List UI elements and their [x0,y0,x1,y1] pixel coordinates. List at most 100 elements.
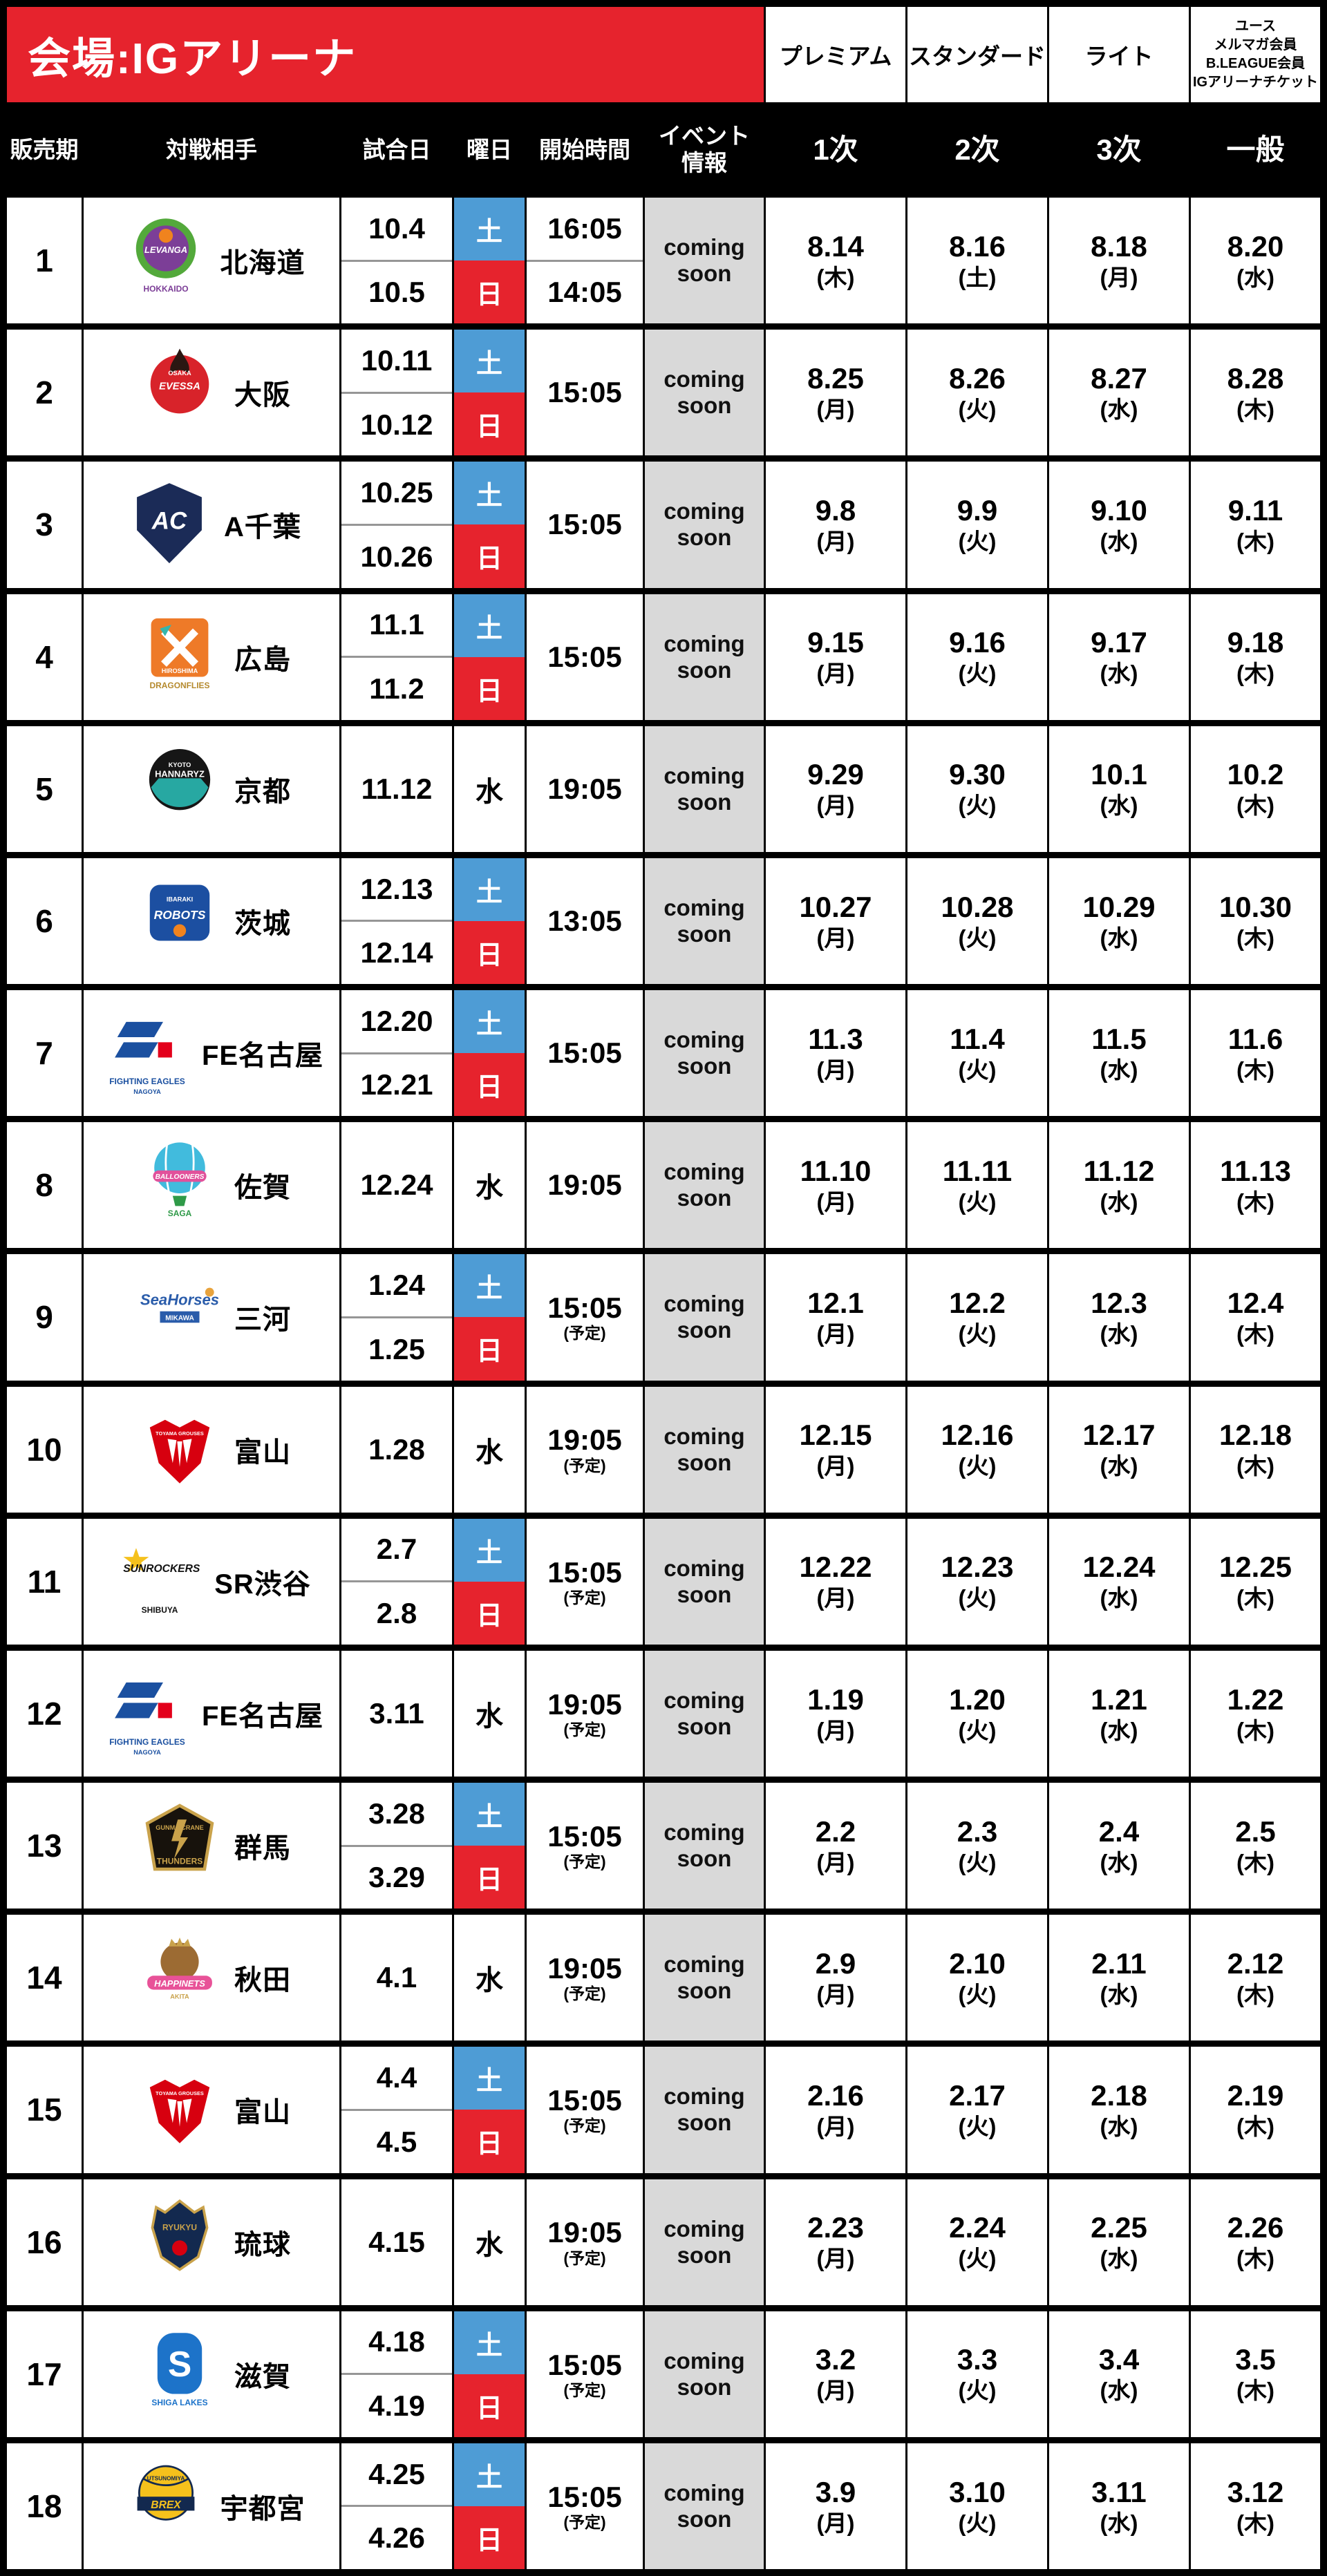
sale-date-cell: 9.11 (木) [1191,462,1320,588]
sale-period-cell: 11 [7,1518,82,1645]
coming-soon-text-line2: soon [677,1449,732,1475]
sale-start-date: 2.9 [815,1947,856,1980]
game-start-time: 19:05 [547,1687,622,1721]
sale-date-cell: 12.2 (火) [907,1254,1047,1381]
sale-start-weekday: (木) [1236,2114,1274,2140]
start-time-note: (予定) [563,2248,606,2267]
col-header-round-1: 1次 [766,108,905,191]
sale-start-date: 8.14 [807,229,864,263]
sale-start-date: 12.25 [1218,1551,1292,1584]
sale-start-weekday: (土) [958,264,997,290]
game-date: 4.25 [341,2443,452,2508]
sale-date-cell: 3.4 (水) [1049,2311,1189,2437]
sale-date-cell: 1.21 (水) [1049,1650,1189,1777]
game-date: 11.12 [361,772,433,805]
sale-date-cell: 2.9 (月) [766,1915,905,2041]
game-start-time: 19:05 [547,1952,622,1985]
weekday-cell: 土日 [454,1783,525,1909]
game-start-time: 15:05 [547,1555,622,1589]
sale-start-date: 1.19 [807,1683,864,1716]
sale-period-number: 1 [35,243,53,279]
event-info-cell: coming soon [645,1783,764,1909]
sale-start-weekday: (木) [1236,1188,1274,1215]
event-info-cell: coming soon [645,1386,764,1513]
tier-header-standard: スタンダード [907,7,1047,102]
svg-text:BREX: BREX [151,2499,182,2511]
col-header-start-time: 開始時間 [527,108,643,191]
svg-text:FIGHTING EAGLES: FIGHTING EAGLES [109,1737,185,1747]
sale-start-weekday: (火) [958,1585,997,1611]
coming-soon-text-line1: coming [664,234,745,261]
weekday-cell: 水 [454,1915,525,2041]
sale-start-date: 9.29 [807,758,864,791]
sale-period-cell: 2 [7,330,82,456]
game-start-time: 15:05 [547,1819,622,1853]
sale-period-cell: 8 [7,1122,82,1249]
col-header-opponent: 対戦相手 [84,108,339,191]
coming-soon-text-line1: coming [664,2479,745,2506]
sale-start-date: 10.2 [1227,758,1284,791]
start-time-cell: 19:05 (予定) [527,1386,643,1513]
sale-date-cell: 11.11 (火) [907,1122,1047,1249]
game-start-time: 19:05 [547,1168,622,1202]
tier-header-premium-label: プレミアム [779,44,892,69]
game-date-cell: 3.28 3.29 [341,1783,452,1909]
sale-date-cell: 9.8 (月) [766,462,905,588]
sale-start-date: 3.9 [815,2475,856,2508]
svg-text:BALLOONERS: BALLOONERS [156,1173,205,1181]
opponent-cell: HIROSHIMA DRAGONFLIES 広島 [84,594,339,720]
opponent-name: FE名古屋 [201,1041,324,1072]
sale-start-date: 10.1 [1091,758,1147,791]
sale-date-cell: 2.2 (月) [766,1783,905,1909]
col-header-event-line1: イベント [659,123,750,149]
start-time-cell: 15:05 (予定) [527,2047,643,2173]
coming-soon-text-line1: coming [664,1951,745,1978]
svg-text:TOYAMA GROUSES: TOYAMA GROUSES [156,2090,204,2096]
coming-soon-text-line1: coming [664,2347,745,2374]
coming-soon-text-line1: coming [664,1687,745,1713]
sale-start-date: 2.24 [949,2211,1006,2244]
svg-text:LEVANGA: LEVANGA [144,245,187,255]
game-start-time: 15:05 [547,1291,622,1325]
game-date: 10.26 [360,540,433,573]
game-date: 4.18 [341,2311,452,2376]
sale-start-weekday: (月) [816,529,855,555]
sale-date-cell: 2.16 (月) [766,2047,905,2173]
sale-date-cell: 2.11 (水) [1049,1915,1189,2041]
game-date-cell: 10.11 10.12 [341,330,452,456]
sale-start-date: 12.16 [941,1419,1014,1452]
event-info-cell: coming soon [645,858,764,984]
sale-start-date: 10.29 [1082,890,1156,923]
svg-text:UTSUNOMIYA: UTSUNOMIYA [147,2475,185,2481]
game-weekday: 水 [476,2229,503,2260]
sale-period-cell: 16 [7,2179,82,2305]
sale-start-weekday: (木) [1236,2378,1274,2404]
game-start-time: 14:05 [547,276,622,309]
sale-start-weekday: (火) [958,1453,997,1479]
sale-start-date: 11.5 [1091,1022,1147,1055]
kyoto-hannaryz-logo: KYOTO HANNARYZ [132,738,227,840]
start-time-cell: 19:05 (予定) [527,2179,643,2305]
col-header-round-1-label: 1次 [813,133,858,167]
sale-start-weekday: (月) [816,925,855,951]
sale-start-date: 9.10 [1091,494,1147,527]
svg-text:NAGOYA: NAGOYA [133,1749,161,1756]
sale-period-number: 11 [27,1563,62,1600]
game-start-time: 15:05 [547,508,622,541]
coming-soon-text-line2: soon [677,2374,732,2400]
sale-start-weekday: (水) [1100,925,1138,951]
sale-date-cell: 12.17 (水) [1049,1386,1189,1513]
coming-soon-text-line2: soon [677,2242,732,2268]
game-date: 12.24 [360,1168,433,1202]
sale-start-weekday: (木) [1236,1453,1274,1479]
game-weekday: 水 [476,776,503,807]
col-header-round-general-label: 一般 [1226,133,1285,167]
sale-start-date: 3.10 [949,2475,1006,2508]
sale-start-weekday: (木) [1236,1585,1274,1611]
coming-soon-text-line2: soon [677,788,732,815]
event-info-cell: coming soon [645,990,764,1117]
weekday-cell: 土日 [454,198,525,324]
sale-start-weekday: (火) [958,529,997,555]
sale-start-weekday: (火) [958,925,997,951]
game-date: 3.11 [369,1696,424,1730]
